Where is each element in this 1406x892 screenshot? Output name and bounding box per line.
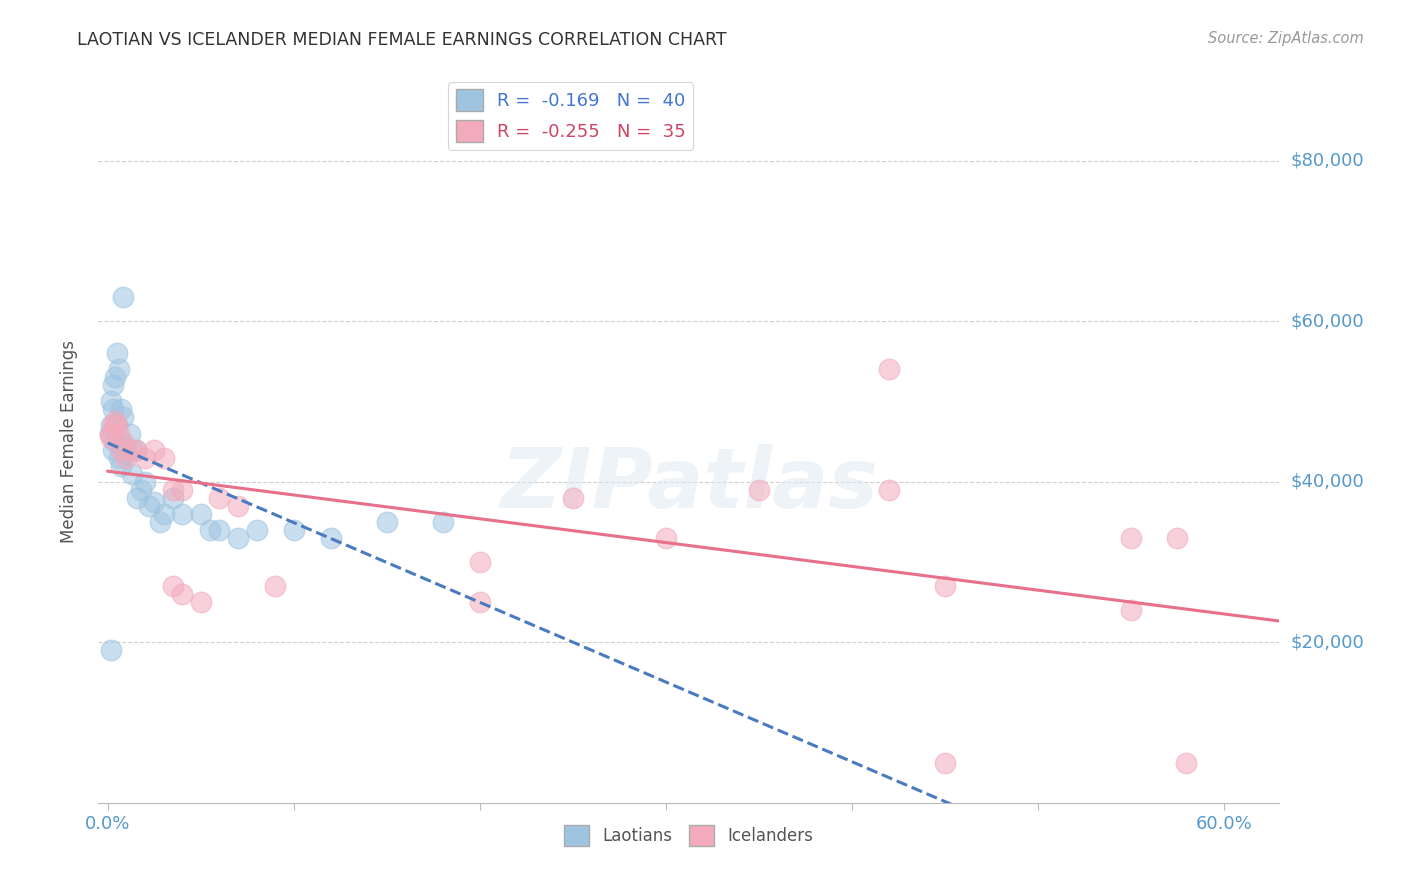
Point [121,442,143,457]
Point [121,467,143,481]
Point [110,442,132,457]
Point [114,438,136,452]
Point [208,491,231,505]
Point [104,370,127,384]
Point [162,483,184,497]
Point [319,531,342,545]
Point [877,483,900,497]
Point [264,579,287,593]
Point [162,579,184,593]
Point [111,290,134,304]
Point [104,414,127,428]
Point [1119,531,1142,545]
Point [100,394,122,409]
Text: $20,000: $20,000 [1291,633,1364,651]
Point [138,499,160,513]
Point [226,499,249,513]
Point [103,378,125,392]
Point [100,430,122,444]
Point [748,483,770,497]
Point [468,555,491,569]
Point [226,531,249,545]
Point [162,491,184,505]
Point [208,523,231,537]
Point [172,587,194,601]
Text: $60,000: $60,000 [1291,312,1364,330]
Point [375,515,398,529]
Point [152,507,174,521]
Point [105,346,128,360]
Text: Source: ZipAtlas.com: Source: ZipAtlas.com [1208,31,1364,46]
Point [877,362,900,376]
Point [143,442,166,457]
Point [1166,531,1188,545]
Point [115,446,138,460]
Text: ZIPatlas: ZIPatlas [501,444,877,525]
Point [124,442,146,457]
Point [134,450,156,465]
Point [103,418,125,433]
Point [118,426,141,441]
Point [105,418,128,433]
Point [108,426,131,441]
Point [111,410,134,425]
Point [104,434,127,449]
Point [115,450,138,465]
Point [561,491,583,505]
Point [468,595,491,609]
Point [190,595,212,609]
Point [111,434,134,449]
Point [110,402,132,417]
Point [172,483,194,497]
Text: $80,000: $80,000 [1291,152,1364,169]
Point [103,442,125,457]
Point [127,491,149,505]
Point [103,402,125,417]
Point [198,523,221,537]
Y-axis label: Median Female Earnings: Median Female Earnings [59,340,77,543]
Text: LAOTIAN VS ICELANDER MEDIAN FEMALE EARNINGS CORRELATION CHART: LAOTIAN VS ICELANDER MEDIAN FEMALE EARNI… [77,31,727,49]
Point [152,450,174,465]
Point [934,579,956,593]
Point [110,458,132,473]
Point [149,515,172,529]
Point [190,507,212,521]
Point [108,450,131,465]
Point [105,418,128,433]
Point [124,442,146,457]
Point [108,362,131,376]
Point [283,523,305,537]
Legend: Laotians, Icelanders: Laotians, Icelanders [558,819,820,852]
Point [100,643,122,657]
Point [1175,756,1198,770]
Text: $40,000: $40,000 [1291,473,1364,491]
Point [245,523,267,537]
Point [134,475,156,489]
Point [129,483,152,497]
Point [1119,603,1142,617]
Point [100,418,122,433]
Point [98,426,121,441]
Point [654,531,676,545]
Point [172,507,194,521]
Point [432,515,454,529]
Point [934,756,956,770]
Point [98,426,121,441]
Point [143,494,166,508]
